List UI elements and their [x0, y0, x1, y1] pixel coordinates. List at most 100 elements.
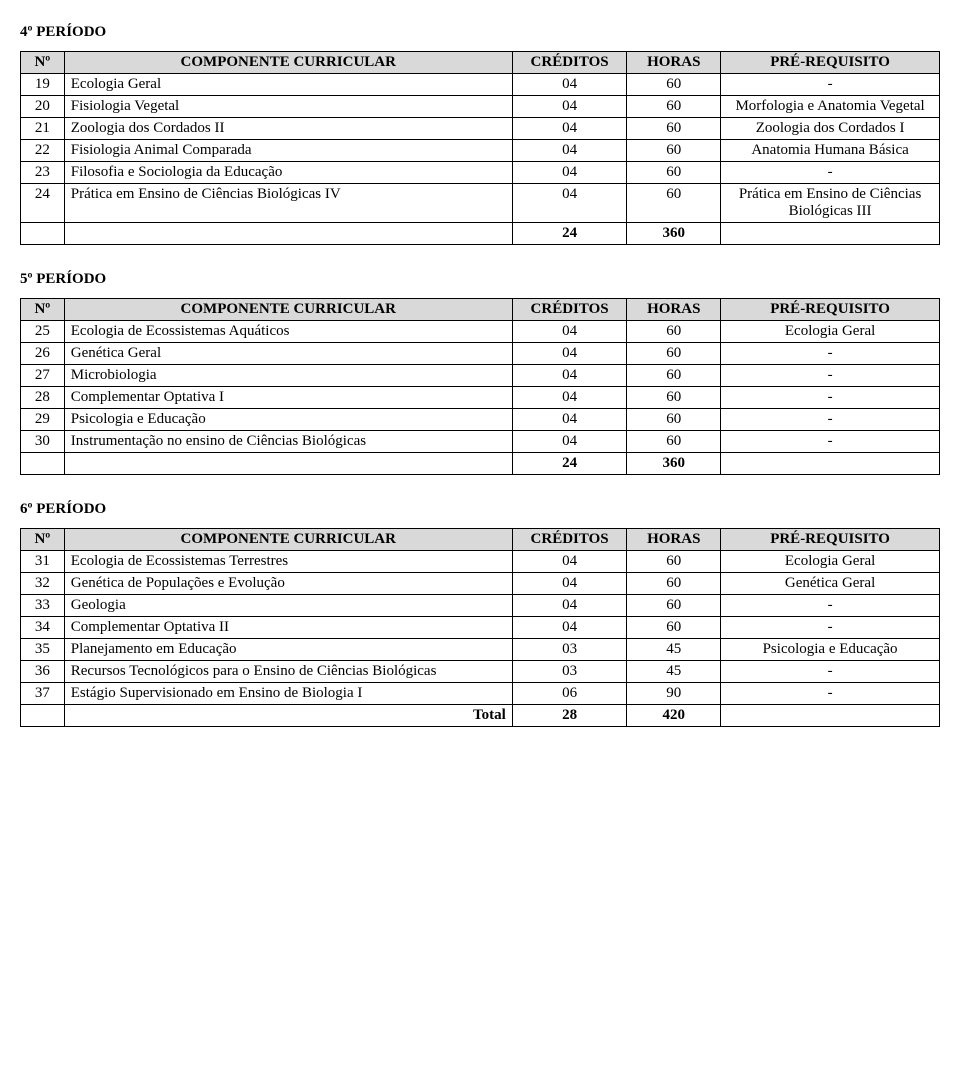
cell-num: 22 — [21, 140, 65, 162]
cell-total-num — [21, 705, 65, 727]
cell-total-label — [64, 453, 512, 475]
cell-num: 33 — [21, 595, 65, 617]
cell-cred: 04 — [512, 321, 627, 343]
cell-num: 32 — [21, 573, 65, 595]
cell-horas: 60 — [627, 365, 721, 387]
table-header-cell-num: Nº — [21, 52, 65, 74]
table-row: 31Ecologia de Ecossistemas Terrestres046… — [21, 551, 940, 573]
table-row: 37Estágio Supervisionado em Ensino de Bi… — [21, 683, 940, 705]
table-header-cell-num: Nº — [21, 299, 65, 321]
table-header-cell-cred: CRÉDITOS — [512, 299, 627, 321]
cell-total-pre — [721, 453, 940, 475]
table-row: 25Ecologia de Ecossistemas Aquáticos0460… — [21, 321, 940, 343]
curriculum-table: NºCOMPONENTE CURRICULARCRÉDITOSHORASPRÉ-… — [20, 51, 940, 245]
cell-horas: 60 — [627, 551, 721, 573]
cell-num: 25 — [21, 321, 65, 343]
cell-comp: Fisiologia Vegetal — [64, 96, 512, 118]
cell-cred: 04 — [512, 409, 627, 431]
cell-horas: 60 — [627, 118, 721, 140]
cell-comp: Genética Geral — [64, 343, 512, 365]
cell-num: 36 — [21, 661, 65, 683]
cell-cred: 04 — [512, 617, 627, 639]
cell-pre: Anatomia Humana Básica — [721, 140, 940, 162]
cell-comp: Zoologia dos Cordados II — [64, 118, 512, 140]
cell-horas: 60 — [627, 162, 721, 184]
table-row: 27Microbiologia0460- — [21, 365, 940, 387]
table-total-row: 24360 — [21, 453, 940, 475]
cell-horas: 45 — [627, 639, 721, 661]
cell-total-horas: 360 — [627, 223, 721, 245]
cell-cred: 04 — [512, 343, 627, 365]
cell-comp: Genética de Populações e Evolução — [64, 573, 512, 595]
cell-horas: 60 — [627, 409, 721, 431]
cell-pre: Genética Geral — [721, 573, 940, 595]
cell-cred: 04 — [512, 595, 627, 617]
cell-horas: 60 — [627, 431, 721, 453]
cell-comp: Instrumentação no ensino de Ciências Bio… — [64, 431, 512, 453]
cell-num: 26 — [21, 343, 65, 365]
table-row: 32Genética de Populações e Evolução0460G… — [21, 573, 940, 595]
cell-cred: 04 — [512, 431, 627, 453]
table-header-cell-comp: COMPONENTE CURRICULAR — [64, 529, 512, 551]
cell-pre: - — [721, 617, 940, 639]
cell-total-label — [64, 223, 512, 245]
cell-num: 21 — [21, 118, 65, 140]
cell-total-cred: 28 — [512, 705, 627, 727]
table-row: 20Fisiologia Vegetal0460Morfologia e Ana… — [21, 96, 940, 118]
table-header-row: NºCOMPONENTE CURRICULARCRÉDITOSHORASPRÉ-… — [21, 529, 940, 551]
cell-horas: 60 — [627, 343, 721, 365]
table-total-row: Total28420 — [21, 705, 940, 727]
cell-pre: - — [721, 683, 940, 705]
curriculum-table: NºCOMPONENTE CURRICULARCRÉDITOSHORASPRÉ-… — [20, 528, 940, 727]
cell-horas: 60 — [627, 140, 721, 162]
table-header-cell-num: Nº — [21, 529, 65, 551]
cell-cred: 04 — [512, 162, 627, 184]
cell-cred: 04 — [512, 365, 627, 387]
cell-comp: Microbiologia — [64, 365, 512, 387]
cell-num: 30 — [21, 431, 65, 453]
table-header-cell-pre: PRÉ-REQUISITO — [721, 299, 940, 321]
cell-num: 28 — [21, 387, 65, 409]
cell-cred: 04 — [512, 387, 627, 409]
cell-total-cred: 24 — [512, 223, 627, 245]
cell-pre: Morfologia e Anatomia Vegetal — [721, 96, 940, 118]
cell-pre: Ecologia Geral — [721, 321, 940, 343]
cell-horas: 60 — [627, 96, 721, 118]
table-row: 35Planejamento em Educação0345Psicologia… — [21, 639, 940, 661]
table-header-cell-comp: COMPONENTE CURRICULAR — [64, 52, 512, 74]
table-row: 34Complementar Optativa II0460- — [21, 617, 940, 639]
cell-comp: Filosofia e Sociologia da Educação — [64, 162, 512, 184]
cell-total-pre — [721, 223, 940, 245]
period-title: 5º PERÍODO — [20, 271, 940, 288]
period-title: 4º PERÍODO — [20, 24, 940, 41]
cell-horas: 60 — [627, 387, 721, 409]
cell-pre: - — [721, 661, 940, 683]
cell-cred: 04 — [512, 573, 627, 595]
table-row: 28Complementar Optativa I0460- — [21, 387, 940, 409]
table-row: 24Prática em Ensino de Ciências Biológic… — [21, 184, 940, 223]
table-header-cell-horas: HORAS — [627, 529, 721, 551]
table-row: 33Geologia0460- — [21, 595, 940, 617]
cell-pre: Zoologia dos Cordados I — [721, 118, 940, 140]
table-header-row: NºCOMPONENTE CURRICULARCRÉDITOSHORASPRÉ-… — [21, 52, 940, 74]
cell-num: 37 — [21, 683, 65, 705]
cell-total-num — [21, 223, 65, 245]
cell-comp: Estágio Supervisionado em Ensino de Biol… — [64, 683, 512, 705]
cell-num: 23 — [21, 162, 65, 184]
cell-cred: 04 — [512, 551, 627, 573]
cell-cred: 04 — [512, 184, 627, 223]
cell-comp: Complementar Optativa I — [64, 387, 512, 409]
table-header-cell-pre: PRÉ-REQUISITO — [721, 529, 940, 551]
table-row: 21Zoologia dos Cordados II0460Zoologia d… — [21, 118, 940, 140]
cell-total-pre — [721, 705, 940, 727]
cell-cred: 03 — [512, 639, 627, 661]
cell-total-num — [21, 453, 65, 475]
table-header-cell-comp: COMPONENTE CURRICULAR — [64, 299, 512, 321]
cell-pre: - — [721, 162, 940, 184]
cell-horas: 60 — [627, 184, 721, 223]
cell-pre: - — [721, 595, 940, 617]
table-header-cell-horas: HORAS — [627, 299, 721, 321]
cell-cred: 06 — [512, 683, 627, 705]
cell-horas: 90 — [627, 683, 721, 705]
cell-total-horas: 420 — [627, 705, 721, 727]
